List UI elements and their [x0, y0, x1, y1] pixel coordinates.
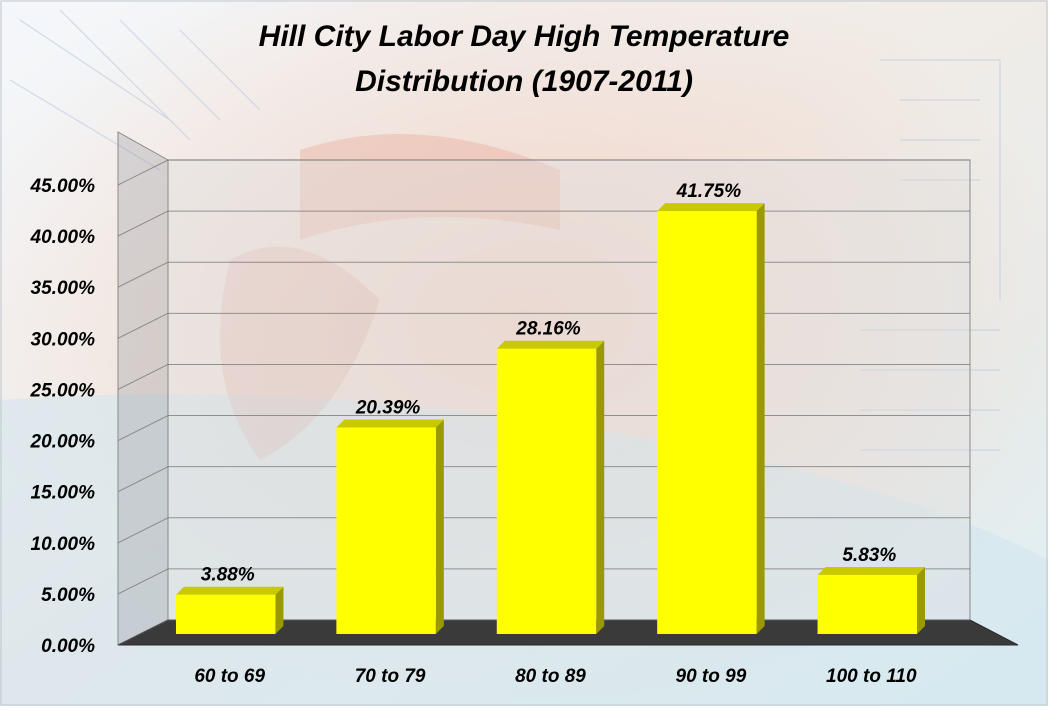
x-tick-label: 90 to 99	[676, 666, 747, 687]
bar-side	[435, 419, 444, 634]
y-tick-label: 25.00%	[30, 380, 96, 401]
gridline-side	[117, 568, 169, 595]
y-tick-label: 30.00%	[31, 329, 96, 350]
x-tick-label: 70 to 79	[355, 666, 426, 687]
gridline-side	[117, 517, 169, 544]
bar	[336, 427, 436, 634]
data-label: 3.88%	[201, 565, 255, 586]
gridline-side	[117, 619, 169, 646]
bar-side	[756, 203, 765, 634]
gridline-side	[117, 159, 169, 186]
side-wall	[117, 131, 169, 646]
y-tick-label: 40.00%	[30, 227, 96, 248]
x-tick-label: 80 to 89	[515, 666, 586, 687]
gridline-side	[117, 415, 169, 442]
y-tick-label: 0.00%	[41, 636, 95, 657]
bar	[817, 574, 918, 634]
y-tick-label: 45.00%	[30, 176, 96, 197]
data-label: 5.83%	[842, 545, 896, 566]
data-label: 28.16%	[515, 319, 581, 340]
y-tick-label: 10.00%	[31, 534, 96, 555]
chart-title: Hill City Labor Day High Temperature	[259, 20, 790, 53]
gridline-side	[117, 261, 169, 288]
bar-side	[275, 586, 284, 634]
bars	[175, 203, 926, 634]
bar	[657, 211, 757, 634]
data-label: 41.75%	[676, 181, 742, 202]
gridline-side	[117, 363, 169, 390]
bar	[496, 348, 597, 634]
bar-top	[817, 566, 926, 575]
bar-top	[175, 586, 284, 595]
x-tick-label: 60 to 69	[194, 666, 265, 687]
bar-top	[657, 203, 765, 212]
y-tick-label: 5.00%	[41, 585, 95, 606]
y-tick-label: 20.00%	[30, 432, 96, 453]
chart-subtitle: Distribution (1907-2011)	[355, 65, 693, 98]
data-label: 20.39%	[355, 397, 421, 418]
bar-side	[596, 340, 605, 634]
x-tick-label: 100 to 110	[826, 666, 917, 687]
gridline-side	[117, 210, 169, 237]
bar-side	[917, 566, 926, 634]
y-tick-label: 15.00%	[31, 483, 96, 504]
bar-top	[496, 340, 605, 349]
y-tick-label: 35.00%	[31, 278, 96, 299]
data-labels: 3.88% 20.39% 28.16% 41.75% 5.83%	[201, 181, 897, 586]
x-axis: 60 to 69 70 to 79 80 to 89 90 to 99 100 to 1…	[194, 666, 917, 687]
y-axis: 0.00% 5.00% 10.00% 15.00% 20.00% 25.00% 30.00%…	[30, 176, 96, 657]
gridline-side	[117, 466, 169, 493]
bar	[175, 594, 276, 634]
bar-top	[336, 419, 444, 428]
gridline-side	[117, 312, 169, 339]
